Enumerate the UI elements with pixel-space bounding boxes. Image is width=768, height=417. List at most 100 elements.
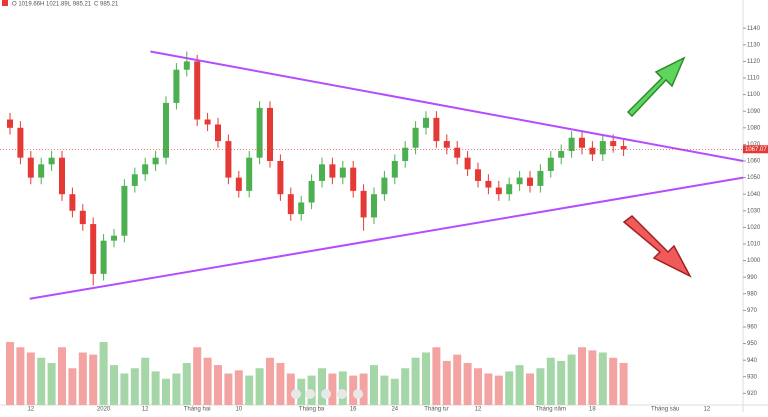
- trendline: [29, 176, 744, 300]
- candle-body: [579, 137, 585, 148]
- header-close: C 985.21: [94, 2, 119, 8]
- volume-bar: [598, 352, 607, 405]
- candle-body: [27, 157, 34, 178]
- x-tick-label: Tháng hai: [184, 407, 211, 412]
- y-tick-label: 1140: [747, 26, 761, 32]
- volume-bar: [401, 368, 410, 405]
- candle-body: [204, 119, 211, 125]
- candle-body: [100, 240, 107, 274]
- x-tick-label: Tháng tư: [424, 407, 448, 412]
- volume-bar: [390, 378, 399, 405]
- volume-bar: [286, 373, 295, 405]
- volume-bar: [120, 373, 129, 405]
- volume-bar: [6, 342, 14, 405]
- candle-body: [215, 124, 221, 142]
- candle-body: [308, 180, 315, 203]
- up-arrow: [626, 56, 686, 118]
- media-controls[interactable]: [291, 389, 363, 399]
- candle-body: [433, 117, 440, 142]
- y-tick-label: 960: [747, 325, 758, 331]
- volume-bar: [110, 365, 118, 405]
- volume-bar: [162, 378, 170, 405]
- volume-bar: [266, 357, 274, 405]
- candle-body: [402, 147, 409, 162]
- volume-bar: [588, 350, 597, 405]
- y-tick-label: 1110: [747, 76, 760, 82]
- candle-body: [360, 190, 367, 218]
- volume-bar: [37, 357, 46, 405]
- y-tick-label: 1120: [747, 59, 761, 65]
- y-tick-label: 1100: [747, 92, 761, 98]
- candle-body: [194, 61, 201, 120]
- candle-body: [371, 194, 377, 218]
- header-icon: [2, 0, 8, 6]
- volume-bar: [526, 373, 534, 405]
- candle-body: [506, 184, 513, 195]
- candle-body: [599, 141, 606, 155]
- candle-body: [38, 164, 45, 178]
- x-tick-label: 12: [475, 407, 482, 412]
- volume-bar: [463, 363, 472, 405]
- candle-body: [495, 187, 502, 195]
- candle-body: [568, 137, 575, 152]
- volume-bar: [68, 368, 77, 405]
- x-tick-label: Tháng năm: [536, 407, 566, 412]
- volume-bar: [58, 347, 66, 405]
- candle-body: [339, 167, 346, 178]
- volume-bar: [609, 357, 618, 405]
- candle-body: [350, 167, 357, 191]
- candle-body: [454, 147, 461, 158]
- y-tick-label: 1080: [747, 125, 761, 131]
- x-tick-label: 12: [703, 407, 710, 412]
- candle-body: [464, 157, 471, 170]
- y-tick-label: 930: [747, 374, 758, 380]
- volume-bar: [432, 347, 441, 405]
- y-tick-label: 1130: [747, 42, 761, 48]
- volume-bar: [338, 371, 347, 405]
- candle-body: [620, 146, 627, 150]
- y-tick-label: 1000: [747, 258, 761, 264]
- y-tick-label: 1010: [747, 242, 761, 248]
- down-arrow: [622, 215, 692, 278]
- candle-body: [423, 117, 429, 128]
- volume-bar: [546, 357, 555, 405]
- y-tick-label: 1020: [747, 225, 761, 231]
- volume-bar: [47, 363, 56, 405]
- volume-bar: [16, 347, 25, 405]
- candle-body: [610, 141, 617, 147]
- volume-bar: [557, 360, 566, 405]
- candle-body: [142, 164, 149, 175]
- volume-bar: [536, 368, 545, 405]
- header-low: L 985.21: [68, 2, 92, 8]
- candle-body: [111, 235, 117, 241]
- volume-bar: [234, 370, 243, 405]
- volume-bar: [619, 363, 628, 405]
- volume-bar: [484, 373, 493, 405]
- candle-body: [589, 147, 596, 155]
- candle-body: [319, 164, 325, 181]
- trendline: [150, 50, 744, 162]
- candle-body: [412, 127, 419, 148]
- volume-bar: [567, 354, 576, 405]
- volume-bar: [141, 357, 150, 405]
- y-tick-label: 1090: [747, 109, 761, 115]
- volume-bar: [370, 365, 378, 405]
- y-tick-label: 970: [747, 308, 758, 314]
- candle-body: [443, 141, 450, 148]
- y-tick-label: 1040: [747, 192, 761, 198]
- candle-body: [256, 107, 263, 158]
- y-tick-label: 1030: [747, 208, 761, 214]
- candle-body: [235, 177, 242, 191]
- volume-bar: [349, 375, 358, 405]
- volume-bar: [224, 373, 233, 405]
- candle-body: [329, 164, 336, 178]
- y-tick-label: 980: [747, 291, 758, 297]
- x-tick-label: 12: [27, 407, 34, 412]
- volume-bar: [193, 347, 202, 405]
- volume-bar: [380, 375, 389, 405]
- volume-bar: [172, 373, 181, 405]
- volume-bar: [359, 373, 368, 405]
- x-tick-label: Tháng ba: [299, 407, 325, 412]
